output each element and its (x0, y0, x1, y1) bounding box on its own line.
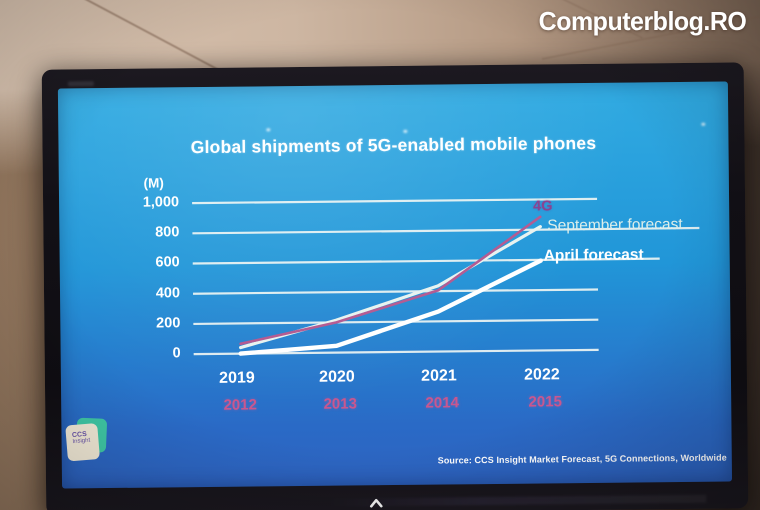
series-label-april-forecast: April forecast (543, 246, 644, 265)
tv: Global shipments of 5G-enabled mobile ph… (41, 62, 749, 510)
y-axis-tick-label: 600 (155, 254, 180, 271)
gridline (193, 318, 599, 326)
ccs-insight-logo: CCS Insight (65, 417, 109, 466)
screen-speck (403, 129, 408, 133)
series-line-4g (239, 215, 542, 346)
gridline (192, 197, 598, 205)
gridline (192, 257, 660, 265)
series-label-4g: 4G (533, 198, 553, 215)
x-axis-label-5g-year: 2021 (421, 367, 457, 385)
x-axis-label-4g-year: 2012 (223, 396, 257, 414)
chevron-up-icon (369, 495, 383, 508)
bezel-gloss (326, 494, 707, 507)
tv-brand-marking (67, 81, 94, 87)
x-axis-label-5g-year: 2022 (524, 366, 560, 384)
logo-front-square: CCS Insight (65, 423, 100, 462)
x-axis-label-4g-year: 2013 (323, 395, 357, 413)
x-axis-label-5g-year: 2020 (319, 368, 355, 386)
y-axis-tick-label: 200 (156, 315, 181, 332)
chart-canvas (192, 197, 700, 356)
y-axis-tick-label: 800 (155, 224, 180, 241)
screen-speck (266, 128, 271, 132)
series-line-april-forecast (238, 258, 543, 356)
y-axis-tick-label: 400 (155, 284, 181, 302)
tv-screen: Global shipments of 5G-enabled mobile ph… (57, 81, 733, 489)
logo-text-insight: Insight (72, 437, 91, 446)
x-axis-label-5g-year: 2019 (219, 369, 255, 387)
y-axis-tick-label: 0 (172, 345, 181, 362)
x-axis-label-4g-year: 2015 (528, 393, 562, 411)
gridline (193, 288, 599, 295)
watermark: Computerblog.RO (538, 6, 746, 36)
y-axis-tick-label: 1,000 (142, 194, 180, 211)
gridline (192, 226, 700, 235)
screen-speck (701, 122, 706, 126)
series-label-september-forecast: September forecast (547, 216, 683, 235)
x-axis-label-4g-year: 2014 (425, 394, 459, 412)
